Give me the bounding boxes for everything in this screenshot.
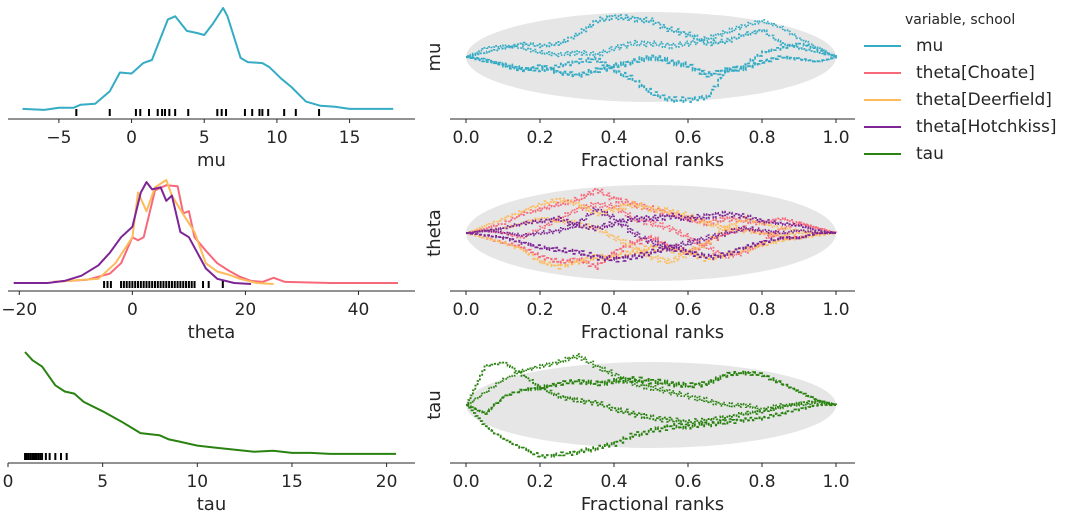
rank-ecdf-line [466, 197, 836, 237]
density-line-mu [22, 7, 394, 111]
legend-label: tau [916, 143, 944, 164]
x-tick-label: 0 [126, 128, 137, 148]
density-line-tau [24, 351, 397, 455]
legend-swatch [864, 71, 901, 74]
x-tick-label: 0.6 [674, 128, 701, 148]
x-axis-label: Fractional ranks [581, 150, 724, 171]
x-tick-label: 0.8 [748, 300, 775, 320]
x-tick-label: 0.0 [452, 128, 479, 148]
x-tick-label: 0.0 [452, 472, 479, 492]
legend-swatch [864, 125, 901, 128]
rank-ecdf-line [466, 202, 837, 259]
x-tick-label: 5 [199, 128, 210, 148]
x-tick-label: 0.6 [674, 472, 701, 492]
x-tick-label: 40 [348, 300, 370, 320]
rank-ecdf-line [466, 14, 837, 58]
x-tick-label: 20 [235, 300, 257, 320]
legend-label: theta[Deerfield] [916, 89, 1052, 110]
x-tick-label: 10 [186, 472, 208, 492]
rank-ecdf-line [466, 19, 837, 58]
y-axis-label: tau [424, 390, 445, 420]
x-tick-label: 0.4 [600, 300, 627, 320]
rank-ecdf-line [466, 403, 836, 459]
x-axis-label: Fractional ranks [581, 494, 724, 515]
rank-ecdf-line [466, 232, 837, 270]
x-tick-label: 15 [339, 128, 361, 148]
x-tick-label: 1.0 [822, 128, 849, 148]
x-axis-label: mu [197, 150, 226, 171]
x-tick-label: −5 [46, 128, 71, 148]
ecdf-envelope [466, 185, 836, 281]
legend-item-mu: mu [864, 32, 1057, 59]
x-tick-label: 1.0 [822, 472, 849, 492]
legend-swatch [864, 152, 901, 155]
density-line-theta-Choate- [53, 184, 398, 284]
rank-ecdf-line [466, 231, 836, 263]
y-axis-label: mu [424, 43, 445, 72]
legend-item-tau: tau [864, 140, 1057, 167]
legend-item-theta-choate: theta[Choate] [864, 59, 1057, 86]
x-tick-label: 0.4 [600, 472, 627, 492]
rank-ecdf-line [466, 54, 837, 78]
x-tick-label: 15 [281, 472, 303, 492]
legend-item-theta-deerfield: theta[Deerfield] [864, 86, 1057, 113]
x-tick-label: 0.4 [600, 128, 627, 148]
legend-title: variable, school [905, 12, 1016, 28]
x-tick-label: 20 [376, 472, 398, 492]
rank-ecdf-line [466, 370, 837, 415]
x-tick-label: 0.2 [526, 300, 553, 320]
rank-ecdf-line [466, 361, 837, 426]
x-axis-label: Fractional ranks [581, 322, 724, 343]
density-line-theta-Hotchkiss- [13, 181, 252, 285]
x-tick-label: −20 [1, 300, 37, 320]
x-axis-label: theta [188, 322, 236, 343]
x-tick-label: 0.8 [748, 128, 775, 148]
x-tick-label: 1.0 [822, 300, 849, 320]
legend-item-theta-hotchkiss: theta[Hotchkiss] [864, 113, 1057, 140]
legend-label: mu [916, 35, 944, 56]
rank-ecdf-line [466, 210, 837, 234]
legend-swatch [864, 98, 901, 101]
x-axis-label: tau [197, 494, 227, 515]
rank-ecdf-line [466, 207, 836, 251]
x-tick-label: 0.6 [674, 300, 701, 320]
x-tick-label: 10 [266, 128, 288, 148]
legend-label: theta[Hotchkiss] [916, 116, 1057, 137]
x-tick-label: 0 [3, 472, 14, 492]
rank-ecdf-line [466, 215, 836, 264]
x-tick-label: 5 [97, 472, 108, 492]
rank-ecdf-line [466, 353, 837, 412]
legend: variable, school mu theta[Choate] theta[… [864, 12, 1057, 167]
x-tick-label: 0.2 [526, 472, 553, 492]
legend-swatch [864, 44, 901, 47]
y-axis-label: theta [424, 209, 445, 257]
x-tick-label: 0 [127, 300, 138, 320]
x-tick-label: 0.0 [452, 300, 479, 320]
x-tick-label: 0.2 [526, 128, 553, 148]
x-tick-label: 0.8 [748, 472, 775, 492]
legend-label: theta[Choate] [916, 62, 1035, 83]
